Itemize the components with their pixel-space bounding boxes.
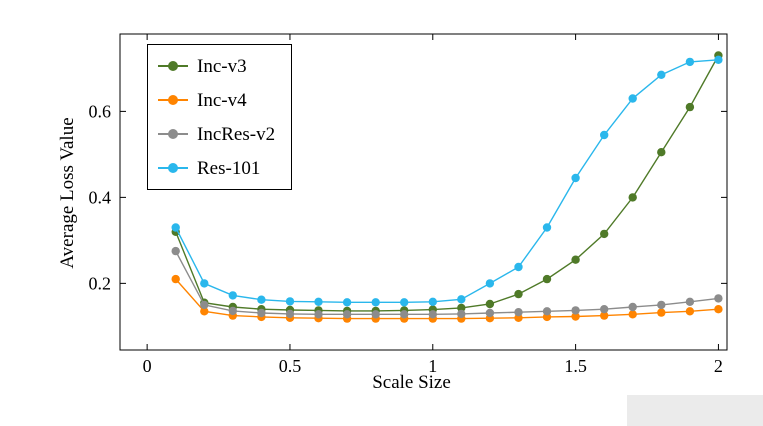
- data-point-incres-v2: [171, 246, 180, 256]
- y-axis-tick-label: 0.6: [89, 101, 112, 121]
- y-axis-tick-label: 0.2: [89, 273, 112, 293]
- data-point-incres-v2: [285, 309, 295, 319]
- plot-border: [119, 33, 728, 351]
- data-point-inc-v4: [200, 307, 209, 316]
- y-axis-title: Average Loss Value: [57, 117, 78, 269]
- data-point-res-101: [257, 295, 266, 304]
- data-point-res-101: [200, 279, 209, 288]
- series-line-incres-v2: [175, 250, 719, 315]
- legend-item-inc-v3: Inc-v3: [158, 52, 275, 80]
- data-point-res-101: [228, 291, 237, 300]
- data-point-res-101: [285, 297, 295, 306]
- data-point-res-101: [428, 297, 437, 306]
- series-line-inc-v4: [175, 278, 719, 320]
- data-point-incres-v2: [657, 300, 666, 310]
- data-point-inc-v4: [714, 305, 723, 314]
- data-point-inc-v4: [657, 308, 666, 317]
- data-point-incres-v2: [457, 309, 466, 319]
- legend-marker-icon: [158, 162, 188, 174]
- data-point-res-101: [542, 223, 552, 232]
- series-line-inc-v3: [175, 55, 720, 312]
- legend-dot: [168, 61, 178, 71]
- data-point-res-101: [400, 298, 409, 307]
- legend-dot: [168, 95, 178, 105]
- data-point-incres-v2: [600, 305, 609, 314]
- data-point-inc-v3: [514, 289, 523, 299]
- legend-item-inc-v4: Inc-v4: [158, 86, 275, 114]
- data-point-res-101: [314, 297, 323, 306]
- data-point-incres-v2: [571, 306, 580, 315]
- data-point-incres-v2: [342, 310, 352, 319]
- data-point-res-101: [457, 295, 466, 304]
- data-point-incres-v2: [228, 306, 237, 316]
- data-point-inc-v3: [457, 303, 466, 313]
- data-point-inc-v3: [628, 193, 637, 202]
- data-point-incres-v2: [628, 302, 637, 312]
- legend-marker-icon: [158, 60, 188, 72]
- data-point-incres-v2: [314, 310, 323, 319]
- data-point-res-101: [714, 55, 723, 64]
- series-line-res-101: [175, 59, 719, 303]
- data-point-incres-v2: [257, 308, 266, 318]
- data-point-res-101: [657, 70, 666, 80]
- data-point-inc-v3: [657, 148, 666, 157]
- data-point-incres-v2: [485, 308, 495, 318]
- data-point-res-101: [628, 94, 637, 103]
- x-axis-tick-label: 1.5: [564, 356, 587, 376]
- data-point-res-101: [600, 130, 609, 140]
- legend-dot: [168, 129, 178, 139]
- data-point-inc-v3: [542, 274, 552, 284]
- legend-label: Res-101: [197, 157, 261, 179]
- data-point-incres-v2: [400, 310, 409, 319]
- data-point-inc-v3: [485, 299, 495, 309]
- legend-item-incres-v2: IncRes-v2: [158, 120, 275, 148]
- x-axis-title: Scale Size: [372, 372, 451, 393]
- data-point-res-101: [685, 57, 695, 67]
- data-point-incres-v2: [514, 308, 523, 317]
- data-point-incres-v2: [542, 307, 552, 316]
- data-point-inc-v4: [628, 310, 637, 319]
- x-axis-tick-label: 2: [714, 356, 723, 376]
- data-point-res-101: [571, 173, 580, 183]
- legend-label: Inc-v3: [197, 55, 247, 77]
- legend-item-res-101: Res-101: [158, 154, 275, 182]
- data-point-inc-v4: [600, 311, 609, 320]
- data-point-incres-v2: [371, 310, 380, 319]
- x-axis-tick-label: 0: [143, 356, 152, 376]
- data-point-incres-v2: [714, 294, 723, 303]
- data-point-res-101: [485, 279, 495, 288]
- x-axis-tick-label: 0.5: [279, 356, 302, 376]
- data-point-res-101: [514, 262, 523, 272]
- legend: Inc-v3 Inc-v4 IncRes-v2 Res-101: [147, 44, 293, 190]
- y-axis-tick-label: 0.4: [89, 187, 112, 207]
- legend-label: Inc-v4: [197, 89, 247, 111]
- legend-marker-icon: [158, 94, 188, 106]
- data-point-res-101: [171, 223, 180, 232]
- data-point-inc-v3: [571, 255, 580, 264]
- corner-artifact: [627, 395, 763, 426]
- data-point-res-101: [342, 298, 352, 307]
- legend-label: IncRes-v2: [197, 123, 276, 145]
- x-axis-tick-label: 1: [428, 356, 437, 376]
- data-point-inc-v4: [571, 312, 580, 321]
- legend-marker-icon: [158, 128, 188, 140]
- data-point-inc-v4: [685, 307, 695, 316]
- data-point-inc-v4: [171, 274, 180, 284]
- legend-dot: [168, 163, 178, 173]
- data-point-inc-v3: [685, 102, 695, 112]
- data-point-incres-v2: [428, 310, 437, 319]
- data-point-incres-v2: [200, 300, 209, 310]
- data-point-inc-v3: [600, 229, 609, 239]
- data-point-res-101: [371, 298, 380, 307]
- data-point-incres-v2: [685, 297, 695, 306]
